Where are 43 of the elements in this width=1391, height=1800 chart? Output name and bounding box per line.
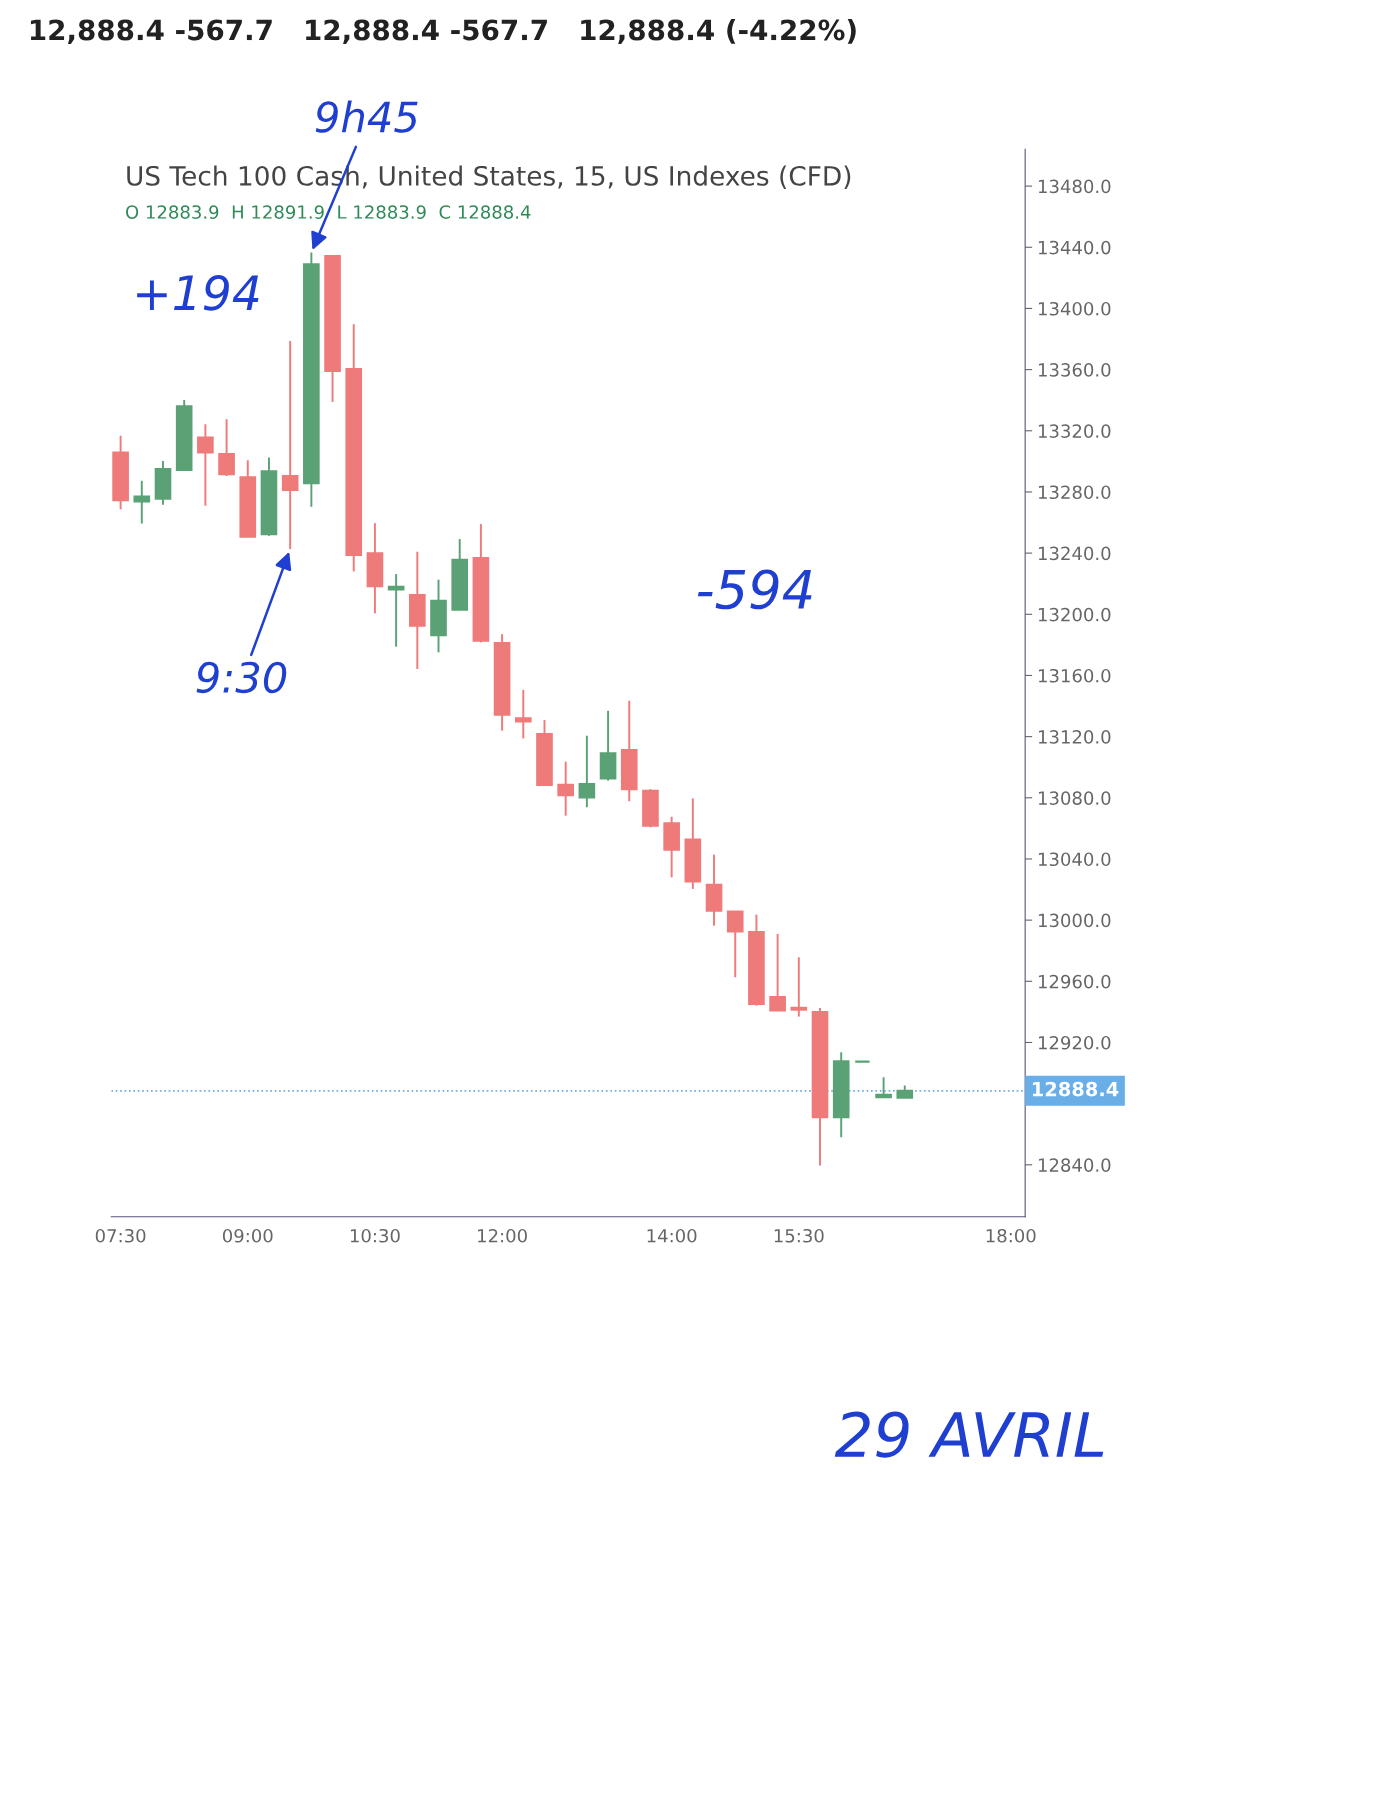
- candlestick: [387, 573, 405, 648]
- candlestick: [557, 760, 574, 817]
- annotation: +194: [137, 274, 259, 311]
- x-tick-label: 09:00: [222, 1228, 273, 1243]
- y-tick-label: 13200.0: [1038, 607, 1111, 622]
- x-tick-label: 15:30: [774, 1228, 824, 1243]
- candlestick: [790, 956, 808, 1018]
- y-tick-label: 13480.0: [1038, 179, 1111, 194]
- candlestick: [875, 1076, 892, 1099]
- y-tick-label: 13400.0: [1038, 301, 1111, 316]
- annotation: -594: [697, 569, 812, 610]
- candlestick: [726, 910, 744, 979]
- x-tick-label: 07:30: [95, 1228, 146, 1243]
- y-tick-label: 13440.0: [1038, 240, 1111, 255]
- y-tick-label: 12960.0: [1038, 974, 1111, 989]
- candlestick: [133, 479, 151, 525]
- candlestick: [197, 423, 214, 507]
- annotation: 9:30: [196, 661, 287, 694]
- y-tick-label: 13080.0: [1038, 791, 1111, 805]
- y-tick-label: 13120.0: [1038, 730, 1111, 744]
- text: O 12883.9 H 12891.9 L 12883.9 C 12888.4: [126, 205, 531, 219]
- candlestick: [578, 734, 596, 809]
- x-tick-label: 18:00: [986, 1228, 1036, 1243]
- y-tick-label: 12840.0: [1038, 1158, 1111, 1172]
- y-tick-label: 13360.0: [1038, 363, 1111, 377]
- text: 12,888.4 -567.7 12,888.4 -567.7 12,888.4 (-4.22%): [30, 18, 856, 45]
- y-tick-label: 13000.0: [1038, 913, 1111, 928]
- x-tick-label: 14:00: [647, 1228, 697, 1243]
- candlestick: [769, 932, 786, 1012]
- annotation: 9h45: [315, 100, 418, 133]
- y-tick-label: 13280.0: [1038, 485, 1111, 500]
- y-tick-label: 12920.0: [1038, 1035, 1111, 1050]
- text: 29 AVRIL: [834, 1411, 1104, 1458]
- candlestick: [281, 339, 299, 551]
- y-tick-label: 13160.0: [1038, 668, 1111, 683]
- y-tick-label: 13240.0: [1038, 546, 1111, 561]
- candlestick: [514, 688, 532, 740]
- ref-line-label: 12888.4: [1032, 1081, 1119, 1097]
- candlestick: [218, 418, 235, 477]
- x-tick-label: 10:30: [350, 1228, 400, 1243]
- y-tick-label: 13320.0: [1038, 424, 1111, 438]
- y-tick-label: 13040.0: [1038, 852, 1111, 867]
- x-tick-label: 12:00: [478, 1228, 527, 1243]
